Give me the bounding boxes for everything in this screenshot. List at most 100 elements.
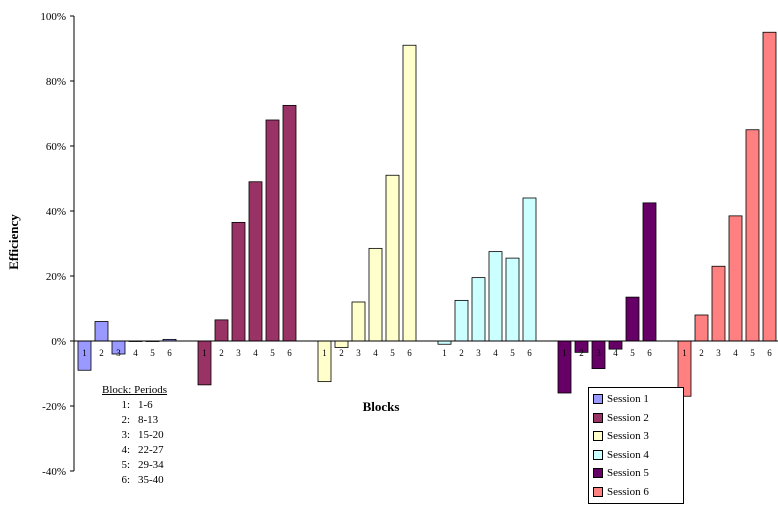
y-tick-label: 80% (46, 76, 66, 88)
bar-session-3-block-3 (351, 301, 366, 342)
bar-category-label: 1 (562, 348, 567, 358)
legend-swatch (593, 412, 603, 423)
y-tick-label: 60% (46, 141, 66, 153)
legend-label: Session 6 (607, 485, 649, 498)
bar-category-label: 6 (527, 348, 532, 358)
block-periods-table: Block: Periods 1: 1-6 2: 8-13 3: 15-20 4: 22-27… (90, 383, 200, 488)
x-axis-label: Blocks (363, 399, 400, 414)
legend-item: Session 3 (593, 427, 683, 446)
y-axis-ticks: 100% 80% 60% 40% 20% 0% -20% -40% (40, 11, 74, 478)
bar-session-2-block-2 (214, 319, 229, 342)
bar-category-label: 4 (253, 348, 258, 358)
block-period-row: 4: 22-27 (90, 443, 200, 458)
bar-category-label: 5 (150, 348, 155, 358)
legend-swatch (593, 431, 603, 442)
bar-session-2-block-4 (248, 181, 263, 342)
bar-category-label: 5 (630, 348, 635, 358)
bar-category-label: 3 (476, 348, 481, 358)
bar-session-3-block-2 (334, 340, 349, 348)
block-periods: 15-20 (138, 429, 164, 441)
block-periods: 8-13 (138, 414, 159, 426)
bar-category-label: 5 (750, 348, 755, 358)
bar-category-label: 6 (287, 348, 292, 358)
block-number: 1: (121, 399, 130, 411)
block-periods: 29-34 (138, 459, 164, 471)
bar-category-label: 1 (682, 348, 687, 358)
bar-category-label: 5 (270, 348, 275, 358)
bar-session-4-block-5 (505, 257, 520, 342)
bar-category-label: 4 (493, 348, 498, 358)
bar-category-label: 3 (116, 348, 121, 358)
block-period-row: 5: 29-34 (90, 458, 200, 473)
legend: Session 1 Session 2 Session 3 Session 4 Sess… (588, 387, 684, 504)
block-number: 6: (121, 474, 130, 486)
bar-category-label: 6 (407, 348, 412, 358)
block-number: 2: (121, 414, 130, 426)
bar-session-6-block-6 (762, 31, 777, 342)
block-periods-rows: 1: 1-6 2: 8-13 3: 15-20 4: 22-27 5: 29-34 6: 35-40 (90, 398, 200, 488)
legend-swatch (593, 468, 603, 479)
block-periods: 1-6 (138, 399, 153, 411)
legend-swatch (593, 486, 603, 497)
bar-session-6-block-5 (745, 129, 760, 342)
bar-category-label: 1 (82, 348, 87, 358)
bar-category-label: 1 (442, 348, 447, 358)
y-tick-label: 0% (51, 336, 66, 348)
block-period-row: 2: 8-13 (90, 413, 200, 428)
legend-item: Session 1 (593, 390, 683, 409)
bar-category-label: 4 (613, 348, 618, 358)
legend-item: Session 4 (593, 446, 683, 465)
bar-category-label: 6 (647, 348, 652, 358)
bar-session-5-block-6 (642, 202, 657, 342)
block-number: 3: (121, 429, 130, 441)
bar-session-2-block-5 (265, 119, 280, 342)
block-number: 5: (121, 459, 130, 471)
bar-session-3-block-4 (368, 247, 383, 342)
block-period-row: 1: 1-6 (90, 398, 200, 413)
bar-session-5-block-5 (625, 296, 640, 342)
block-period-row: 6: 35-40 (90, 473, 200, 488)
bar-session-4-block-6 (522, 197, 537, 342)
legend-item: Session 2 (593, 409, 683, 428)
bar-category-label: 2 (459, 348, 464, 358)
legend-item: Session 5 (593, 464, 683, 483)
bar-category-label: 2 (579, 348, 584, 358)
y-tick-label: -20% (42, 401, 66, 413)
bar-category-label: 4 (733, 348, 738, 358)
bar-session-4-block-3 (471, 277, 486, 342)
bar-category-label: 2 (99, 348, 104, 358)
bar-category-label: 3 (356, 348, 361, 358)
block-periods-title: Block: Periods (102, 384, 168, 396)
bar-category-label: 3 (716, 348, 721, 358)
bar-session-3-block-5 (385, 174, 400, 342)
bar-session-4-block-4 (488, 251, 503, 342)
y-axis-label: Efficiency (6, 214, 21, 270)
bar-session-1-block-2 (94, 321, 109, 342)
bar-session-6-block-2 (694, 314, 709, 342)
legend-swatch (593, 449, 603, 460)
bar-session-2-block-3 (231, 221, 246, 342)
bar-category-label: 3 (236, 348, 241, 358)
legend-label: Session 1 (607, 393, 649, 405)
block-periods: 35-40 (138, 474, 164, 486)
bars-group (77, 31, 777, 397)
legend-item: Session 6 (593, 483, 683, 502)
block-number: 4: (121, 444, 130, 456)
legend-swatch (593, 394, 603, 405)
bar-number-labels: 1 2 3 4 5 6 1 2 3 4 5 6 1 2 3 4 5 6 1 2 3 4 5 6 1 2 3 4 5 6 1 2 3 4 5 6 (82, 348, 772, 358)
bar-session-6-block-4 (728, 215, 743, 342)
y-tick-label: 100% (40, 11, 66, 23)
bar-category-label: 6 (767, 348, 772, 358)
y-tick-label: 20% (46, 271, 66, 283)
bar-session-6-block-3 (711, 265, 726, 342)
bar-session-4-block-2 (454, 299, 469, 342)
bar-category-label: 3 (596, 348, 601, 358)
bar-category-label: 6 (167, 348, 172, 358)
bar-category-label: 2 (219, 348, 224, 358)
block-period-row: 3: 15-20 (90, 428, 200, 443)
bar-category-label: 4 (133, 348, 138, 358)
y-tick-label: 40% (46, 206, 66, 218)
bar-category-label: 5 (510, 348, 515, 358)
legend-label: Session 5 (607, 467, 649, 479)
